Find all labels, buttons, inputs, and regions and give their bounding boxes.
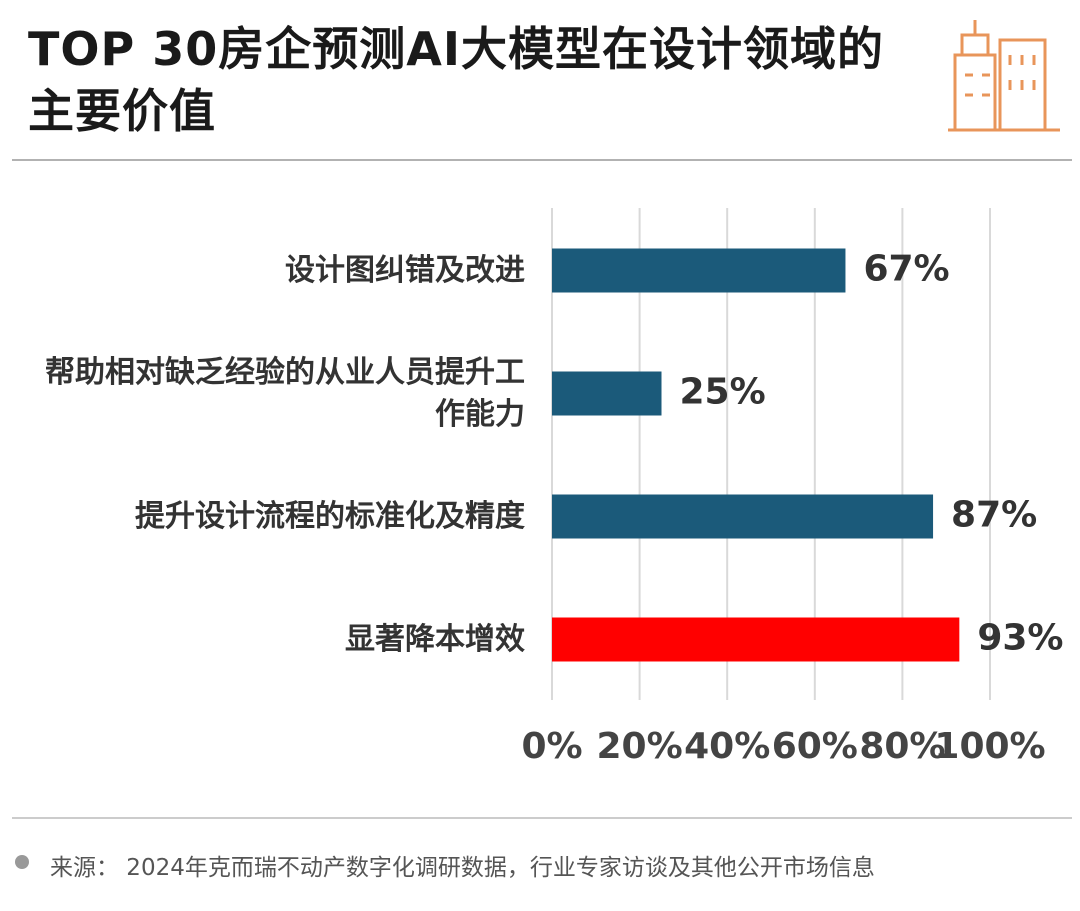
category-label: 帮助相对缺乏经验的从业人员提升工作能力 <box>45 354 525 432</box>
value-label: 25% <box>680 372 766 413</box>
bar <box>552 617 960 662</box>
x-tick-label: 100% <box>934 726 1045 767</box>
bar <box>552 371 662 416</box>
chart-title: TOP 30房企预测AI大模型在设计领域的主要价值 <box>28 22 884 138</box>
x-tick-label: 80% <box>859 726 945 767</box>
x-tick-label: 20% <box>597 726 683 767</box>
category-label: 显著降本增效 <box>345 621 525 657</box>
bar <box>552 494 934 539</box>
value-label: 67% <box>863 249 949 290</box>
source-dot <box>15 855 29 869</box>
value-label: 93% <box>977 618 1063 659</box>
value-label: 87% <box>951 495 1037 536</box>
x-tick-label: 60% <box>772 726 858 767</box>
x-tick-label: 40% <box>684 726 770 767</box>
category-label: 提升设计流程的标准化及精度 <box>135 498 525 534</box>
bar <box>552 248 846 293</box>
building-icon <box>948 20 1060 132</box>
category-label: 设计图纠错及改进 <box>285 252 525 288</box>
x-tick-label: 0% <box>521 726 582 767</box>
source-note: 来源： 2024年克而瑞不动产数字化调研数据，行业专家访谈及其他公开市场信息 <box>50 855 875 881</box>
